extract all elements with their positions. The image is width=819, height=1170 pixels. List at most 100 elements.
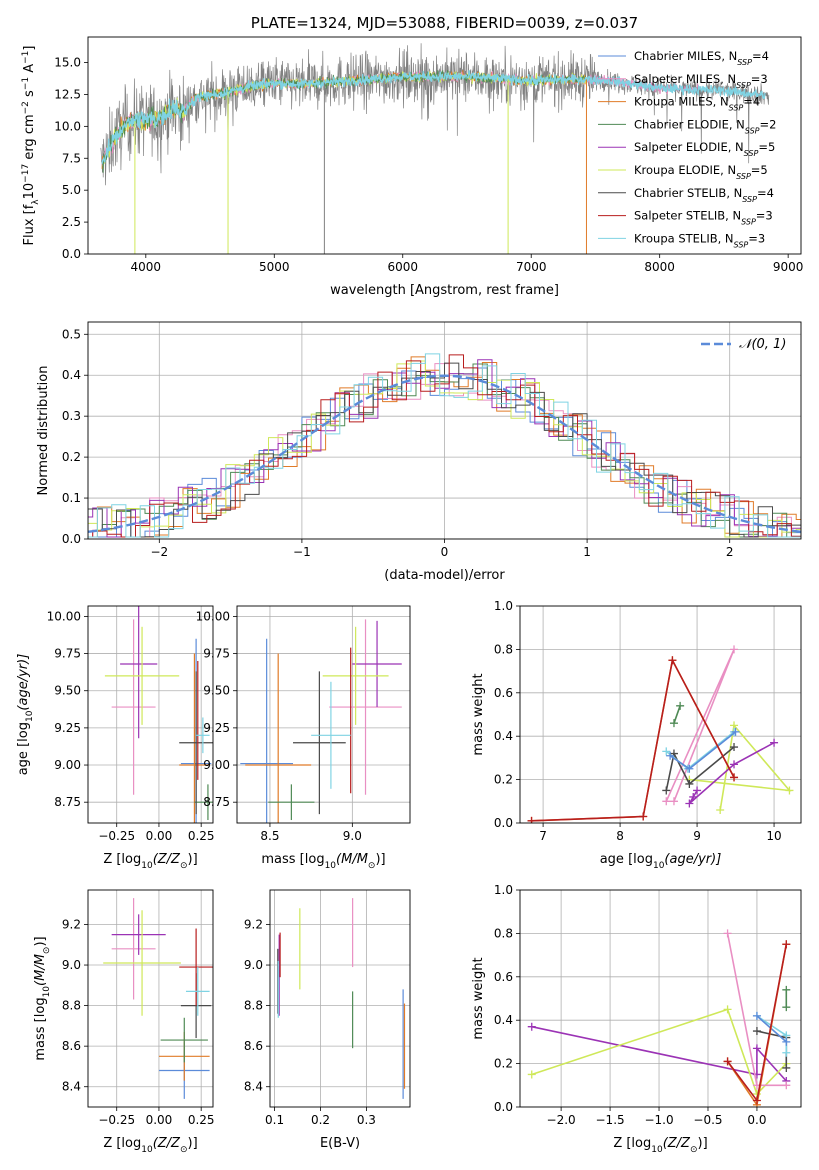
y-axis-label-part: ⊙: [42, 947, 52, 955]
chart-title: PLATE=1324, MJD=53088, FIBERID=0039, z=0…: [251, 14, 638, 32]
y-axis-label-part: age [log: [16, 722, 31, 775]
weight-marker: [723, 929, 732, 938]
errorbar-point-kroupa_stelib: [311, 681, 351, 789]
weight-marker: [669, 719, 678, 728]
x-tick-label: 0.00: [146, 829, 173, 843]
y-axis-label-part: )]: [33, 936, 48, 946]
weight-line-kroupa_stelib: [665, 731, 735, 770]
weight_vs_z-area: [520, 890, 801, 1107]
y-axis-label-part: λ: [31, 199, 41, 205]
x-tick-label: −0.5: [693, 1113, 722, 1127]
x-axis-label-part: (age/yr)]: [664, 852, 721, 867]
errorbar-point-kroupa_elodie: [104, 626, 180, 725]
weight-marker: [662, 786, 671, 795]
y-axis-label: mass [log10(M/M⊙)]: [33, 936, 52, 1060]
errorbar-point-salpeter_stelib: [179, 928, 213, 1006]
weight-marker: [527, 1070, 536, 1079]
legend-entry: Salpeter MILES, NSSP=3: [634, 72, 768, 90]
residuals-plot: −2 −1 0 1 2 0.0 0.1 0.2 0.3 0.4 0.5 (data-model)/er…: [36, 321, 802, 583]
y-axis-label-part: (age/yr)]: [16, 654, 31, 711]
x-axis-label: (data-model)/error: [384, 568, 505, 583]
y-axis-label-part: erg cm: [22, 114, 37, 163]
y-tick-label: 0.2: [62, 450, 81, 464]
legend-sub: SSP: [736, 172, 751, 181]
x-axis-label: Z [log10(Z/Z⊙)]: [613, 1136, 707, 1155]
y-tick-label: 1.0: [494, 599, 513, 613]
y-tick-label: 8.8: [244, 999, 263, 1013]
weight-marker: [685, 779, 694, 788]
weight-marker: [730, 773, 739, 782]
weight-marker: [723, 1057, 732, 1066]
x-tick-label: −1.0: [644, 1113, 673, 1127]
y-axis-label-part: (M/M: [33, 954, 48, 986]
y-tick-label: 0.1: [62, 491, 81, 505]
histogram-salpeter_stelib: [88, 354, 801, 538]
y-axis-label-part: s: [22, 90, 37, 101]
x-axis-label-part: ⊙: [690, 1145, 698, 1155]
x-axis-label-part: )]: [375, 852, 385, 867]
weight-marker: [730, 645, 739, 654]
legend-entry: Salpeter STELIB, NSSP=3: [634, 209, 773, 227]
y-tick-label: 9.50: [203, 684, 230, 698]
legend-sub: SSP: [737, 58, 752, 67]
x-axis-label-part: )]: [698, 1136, 708, 1151]
weight-marker: [685, 799, 694, 808]
y-axis-label-part: −2: [21, 101, 31, 114]
legend-entry: Kroupa ELODIE, NSSP=5: [634, 163, 768, 181]
legend-entry: Kroupa STELIB, NSSP=3: [634, 231, 765, 249]
y-tick-label: 9.00: [203, 758, 230, 772]
errorbar-point-salpeter_miles: [111, 619, 156, 795]
legend-sub: SSP: [734, 240, 749, 249]
weight-marker: [770, 738, 779, 747]
x-tick-label: 9.0: [343, 829, 362, 843]
x-tick-label: 0.25: [188, 1113, 215, 1127]
x-axis-label-part: ⊙: [180, 861, 188, 871]
y-axis-label-part: 10: [22, 183, 37, 200]
y-tick-label: 0.8: [494, 642, 513, 656]
y-tick-label: 0.4: [62, 368, 81, 382]
x-tick-label: 0.0: [747, 1113, 766, 1127]
x-axis-label: age [log10(age/yr)]: [600, 852, 722, 871]
weight-marker: [676, 701, 685, 710]
mass_vs_z-plot: −0.25 0.00 0.258.48.68.89.09.2Z [log10(Z/Z…: [33, 889, 215, 1155]
weight-marker: [730, 743, 739, 752]
histogram-salpeter_miles: [88, 363, 801, 538]
weight-marker: [752, 1027, 761, 1036]
x-axis-label-part: (Z/Z: [663, 1136, 691, 1151]
y-tick-label: 10.00: [196, 609, 230, 623]
weight-marker: [639, 812, 648, 821]
errorbar-point-chabrier_elodie: [268, 784, 315, 821]
weight-marker: [782, 1063, 791, 1072]
axes-frame: [87, 605, 214, 824]
y-tick-label: 9.0: [244, 958, 263, 972]
y-axis-label: Flux [fλ10−17 erg cm−2 s−1 A−1]: [21, 46, 41, 246]
histogram-kroupa_elodie: [88, 360, 801, 538]
legend-entry: Chabrier STELIB, NSSP=4: [634, 186, 774, 204]
x-axis-label: Z [log10(Z/Z⊙)]: [103, 1136, 197, 1155]
x-tick-label: 2: [726, 545, 734, 559]
y-tick-label: 9.50: [54, 684, 81, 698]
x-tick-label: −1.5: [596, 1113, 625, 1127]
weight-line-chabrier_stelib: [665, 746, 735, 791]
x-tick-label: 0.3: [357, 1113, 376, 1127]
legend-tail: =4: [752, 49, 769, 63]
weight-marker: [782, 985, 791, 994]
y-tick-label: 9.00: [54, 758, 81, 772]
x-axis-label-part: 10: [325, 861, 337, 871]
errorbar-point-salpeter_elodie: [120, 606, 158, 739]
errorbar-point-kroupa_elodie: [103, 910, 181, 1016]
legend-label: Chabrier MILES, N: [634, 49, 737, 63]
errorbar-point-kroupa_stelib: [196, 717, 210, 754]
errorbar-point-kroupa_elodie: [322, 626, 389, 725]
errorbar-point-chabrier_elodie: [194, 784, 213, 821]
legend-label: Chabrier ELODIE, N: [634, 117, 745, 131]
y-axis-label-part: 10: [25, 710, 35, 722]
errorbar-point-kroupa_miles: [179, 653, 210, 823]
x-tick-label: 4000: [131, 260, 162, 274]
legend-sub: SSP: [736, 80, 751, 89]
legend-sub: SSP: [741, 217, 756, 226]
y-tick-label: 8.8: [62, 999, 81, 1013]
legend-label: Kroupa STELIB, N: [634, 231, 734, 245]
weight-line-kroupa_elodie: [531, 1008, 787, 1096]
